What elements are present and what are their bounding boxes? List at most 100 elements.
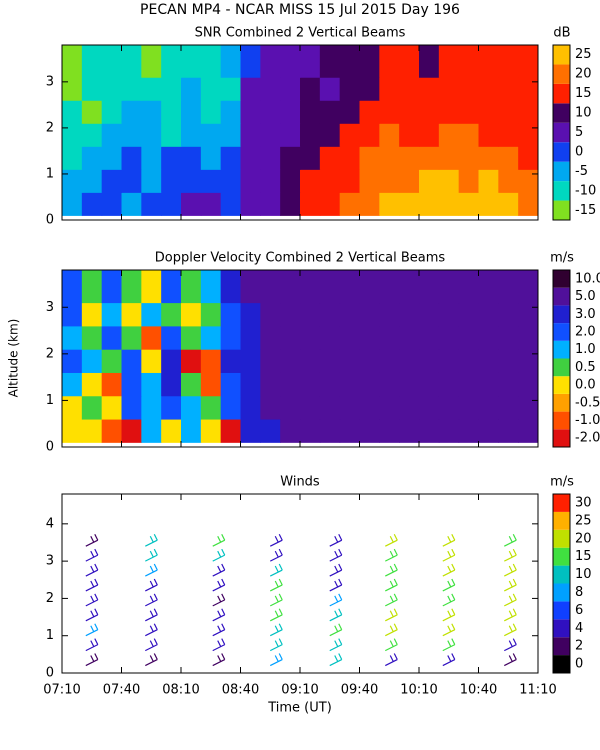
barb-stroke: [508, 625, 513, 632]
heatmap-cell: [81, 325, 103, 350]
barb-stroke: [85, 599, 99, 607]
barb-stroke: [221, 548, 226, 556]
heatmap-cell: [300, 419, 321, 443]
heatmap-cell: [161, 123, 182, 147]
x-tick-label: 07:10: [43, 683, 80, 698]
barb-stroke: [389, 610, 394, 618]
colorbar-segment: [553, 565, 570, 584]
heatmap-cell: [62, 77, 83, 101]
heatmap-cell: [478, 325, 499, 350]
heatmap-cell: [438, 77, 460, 101]
barb-stroke: [447, 655, 452, 662]
heatmap-cell: [419, 45, 440, 78]
barb-stroke: [269, 554, 283, 562]
wind-barb: [329, 533, 343, 547]
heatmap-cell: [478, 349, 499, 373]
wind-barb: [85, 593, 99, 607]
heatmap-cell: [498, 395, 519, 420]
heatmap-cell: [101, 123, 122, 147]
wind-barb: [442, 608, 456, 622]
colorbar-tick-label: -1.0: [575, 413, 600, 428]
heatmap-cell: [220, 169, 241, 193]
heatmap-cell: [339, 419, 360, 443]
heatmap-cell: [438, 192, 460, 216]
heatmap-cell: [161, 325, 182, 350]
heatmap-cell: [478, 192, 499, 216]
heatmap-cell: [181, 192, 202, 216]
barb-stroke: [451, 653, 456, 660]
barb-stroke: [508, 565, 513, 573]
colorbar-label: m/s: [550, 475, 574, 490]
barb-stroke: [442, 599, 456, 607]
heatmap-cell: [141, 45, 162, 78]
wind-barb: [212, 653, 226, 667]
barb-stroke: [278, 593, 283, 601]
heatmap-cell: [319, 100, 341, 124]
heatmap-cell: [161, 146, 182, 170]
heatmap-cell: [101, 100, 122, 124]
heatmap-cell: [62, 349, 83, 373]
barb-stroke: [334, 610, 339, 618]
heatmap-cell: [240, 100, 261, 124]
barb-stroke: [90, 610, 95, 618]
barb-stroke: [212, 659, 226, 667]
barb-stroke: [149, 640, 154, 647]
heatmap-cell: [240, 302, 261, 327]
heatmap-cell: [319, 169, 341, 193]
barb-stroke: [274, 595, 279, 603]
colorbar-segment: [553, 181, 570, 201]
wind-barb: [212, 638, 226, 652]
barb-stroke: [385, 539, 398, 547]
colorbar-segment: [553, 122, 570, 143]
heatmap-cell: [518, 419, 539, 443]
heatmap-cell: [438, 169, 460, 193]
heatmap-cell: [141, 325, 162, 350]
heatmap-cell: [498, 349, 519, 373]
heatmap-cell: [81, 302, 103, 327]
colorbar-segment: [553, 103, 570, 123]
heatmap-cell: [200, 77, 222, 101]
barb-stroke: [389, 655, 394, 662]
heatmap-cell: [220, 192, 241, 216]
barb-stroke: [145, 584, 158, 592]
wind-barb: [442, 653, 456, 667]
barb-stroke: [442, 569, 456, 577]
colorbar-segment: [553, 358, 570, 377]
colorbar-segment: [553, 393, 570, 412]
wind-barb: [385, 548, 398, 562]
heatmap-cell: [518, 372, 539, 397]
heatmap-cell: [81, 395, 103, 420]
barb-stroke: [90, 595, 95, 603]
heatmap-cell: [300, 123, 321, 147]
heatmap-cell: [518, 270, 539, 304]
colorbar-tick-label: -10: [575, 183, 596, 198]
wind-barb: [504, 623, 517, 637]
heatmap-cell: [458, 372, 479, 397]
panel-title: Doppler Velocity Combined 2 Vertical Bea…: [155, 251, 446, 266]
heatmap-cell: [319, 146, 341, 170]
heatmap-cell: [498, 419, 519, 443]
heatmap-cell: [161, 349, 182, 373]
heatmap-cell: [498, 77, 519, 101]
barb-stroke: [145, 599, 158, 607]
figure-title: PECAN MP4 - NCAR MISS 15 Jul 2015 Day 19…: [140, 2, 460, 18]
barb-stroke: [338, 608, 343, 616]
heatmap-cell: [200, 100, 222, 124]
barb-stroke: [145, 659, 158, 667]
heatmap-cell: [319, 372, 341, 397]
heatmap-cell: [62, 325, 83, 350]
heatmap-cell: [141, 123, 162, 147]
heatmap-cell: [379, 192, 400, 216]
colorbar-tick-label: 0: [575, 144, 583, 159]
barb-stroke: [94, 578, 99, 586]
barb-stroke: [212, 569, 226, 577]
x-tick-label: 09:10: [281, 683, 318, 698]
heatmap-cell: [200, 169, 222, 193]
heatmap-cell: [240, 372, 261, 397]
heatmap-cell: [280, 169, 301, 193]
heatmap-cell: [399, 302, 420, 327]
barb-stroke: [94, 638, 99, 645]
colorbar-tick-label: 3.0: [575, 307, 596, 322]
heatmap-cell: [300, 146, 321, 170]
